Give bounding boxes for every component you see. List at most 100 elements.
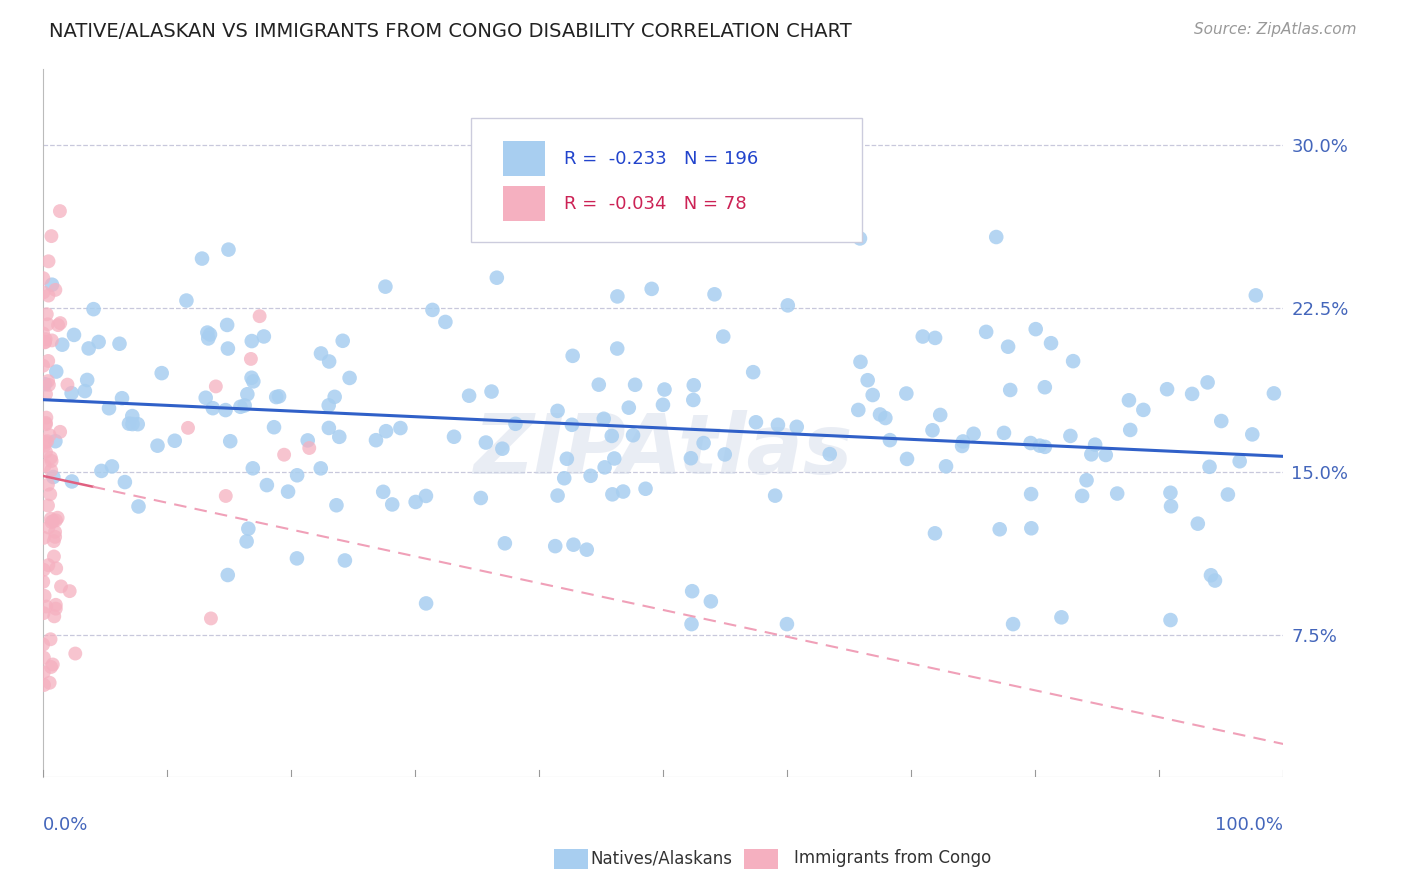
Text: NATIVE/ALASKAN VS IMMIGRANTS FROM CONGO DISABILITY CORRELATION CHART: NATIVE/ALASKAN VS IMMIGRANTS FROM CONGO … (49, 22, 852, 41)
Point (34, 377, 56, 392)
Point (32, 650, 55, 665)
Point (318, 354, 340, 368)
Point (494, 536, 516, 550)
Point (1040, 336, 1063, 351)
Point (929, 408, 952, 422)
Point (935, 459, 957, 474)
Point (44, 530, 66, 544)
Point (146, 439, 169, 453)
Point (59, 584, 82, 599)
Point (679, 451, 702, 466)
Point (654, 383, 676, 397)
Point (240, 371, 263, 385)
Point (32, 359, 55, 373)
Point (35, 445, 58, 459)
Point (579, 468, 602, 483)
Point (1160, 500, 1182, 514)
Point (846, 403, 869, 417)
Point (1244, 288, 1267, 302)
Point (547, 489, 569, 503)
Point (63, 327, 86, 342)
Point (325, 498, 347, 512)
Point (700, 594, 723, 608)
Point (163, 434, 186, 448)
Point (37, 558, 59, 573)
Point (37, 318, 59, 332)
Point (374, 279, 396, 293)
Point (443, 430, 465, 444)
Text: 100.0%: 100.0% (1215, 815, 1284, 833)
Point (974, 325, 997, 339)
Point (35, 410, 58, 425)
Point (217, 342, 239, 356)
Point (621, 428, 644, 442)
Point (555, 451, 578, 466)
Point (553, 471, 575, 485)
FancyBboxPatch shape (503, 186, 546, 220)
Point (1002, 617, 1025, 632)
Point (236, 387, 259, 401)
Point (692, 436, 714, 450)
Point (217, 318, 239, 332)
Point (849, 355, 872, 369)
Point (46, 318, 69, 332)
Point (1000, 383, 1022, 397)
Point (575, 542, 598, 557)
Text: Natives/Alaskans: Natives/Alaskans (591, 849, 733, 867)
FancyBboxPatch shape (471, 118, 862, 242)
Point (98, 401, 121, 416)
Point (297, 434, 319, 448)
Point (128, 500, 150, 514)
Point (267, 389, 290, 403)
Point (818, 447, 841, 461)
Point (150, 366, 173, 380)
Point (198, 327, 221, 342)
Point (42, 514, 65, 528)
Point (1216, 487, 1239, 501)
Point (1050, 610, 1073, 624)
Point (1181, 387, 1204, 401)
Point (37, 374, 59, 388)
Point (285, 468, 308, 483)
Text: Source: ZipAtlas.com: Source: ZipAtlas.com (1194, 22, 1357, 37)
Point (1263, 386, 1285, 401)
Point (44, 524, 66, 539)
Point (766, 417, 789, 432)
Point (745, 415, 768, 429)
Point (32, 271, 55, 285)
Point (39, 450, 62, 465)
Point (703, 287, 725, 301)
Point (121, 417, 143, 431)
Point (602, 487, 624, 501)
Point (681, 617, 703, 632)
Point (606, 342, 628, 356)
Point (1107, 486, 1129, 500)
Point (45, 561, 67, 575)
Point (1094, 448, 1116, 462)
Point (1021, 521, 1043, 535)
Point (60, 475, 83, 489)
Point (470, 491, 492, 505)
Point (298, 441, 321, 455)
Point (273, 448, 295, 462)
Point (682, 378, 704, 392)
Point (42, 657, 65, 672)
Point (56, 377, 79, 392)
Point (42, 534, 65, 549)
Point (73, 384, 96, 398)
Point (44, 283, 66, 297)
FancyBboxPatch shape (503, 142, 546, 176)
Point (332, 334, 354, 348)
Point (1229, 454, 1251, 468)
Point (1019, 436, 1042, 450)
Point (1160, 613, 1182, 627)
Point (253, 329, 276, 343)
Point (606, 289, 628, 303)
Point (34, 335, 56, 350)
Point (263, 420, 285, 434)
Point (90, 464, 112, 478)
Point (911, 329, 934, 343)
Point (328, 430, 350, 444)
Point (37, 434, 59, 449)
Point (434, 315, 457, 329)
